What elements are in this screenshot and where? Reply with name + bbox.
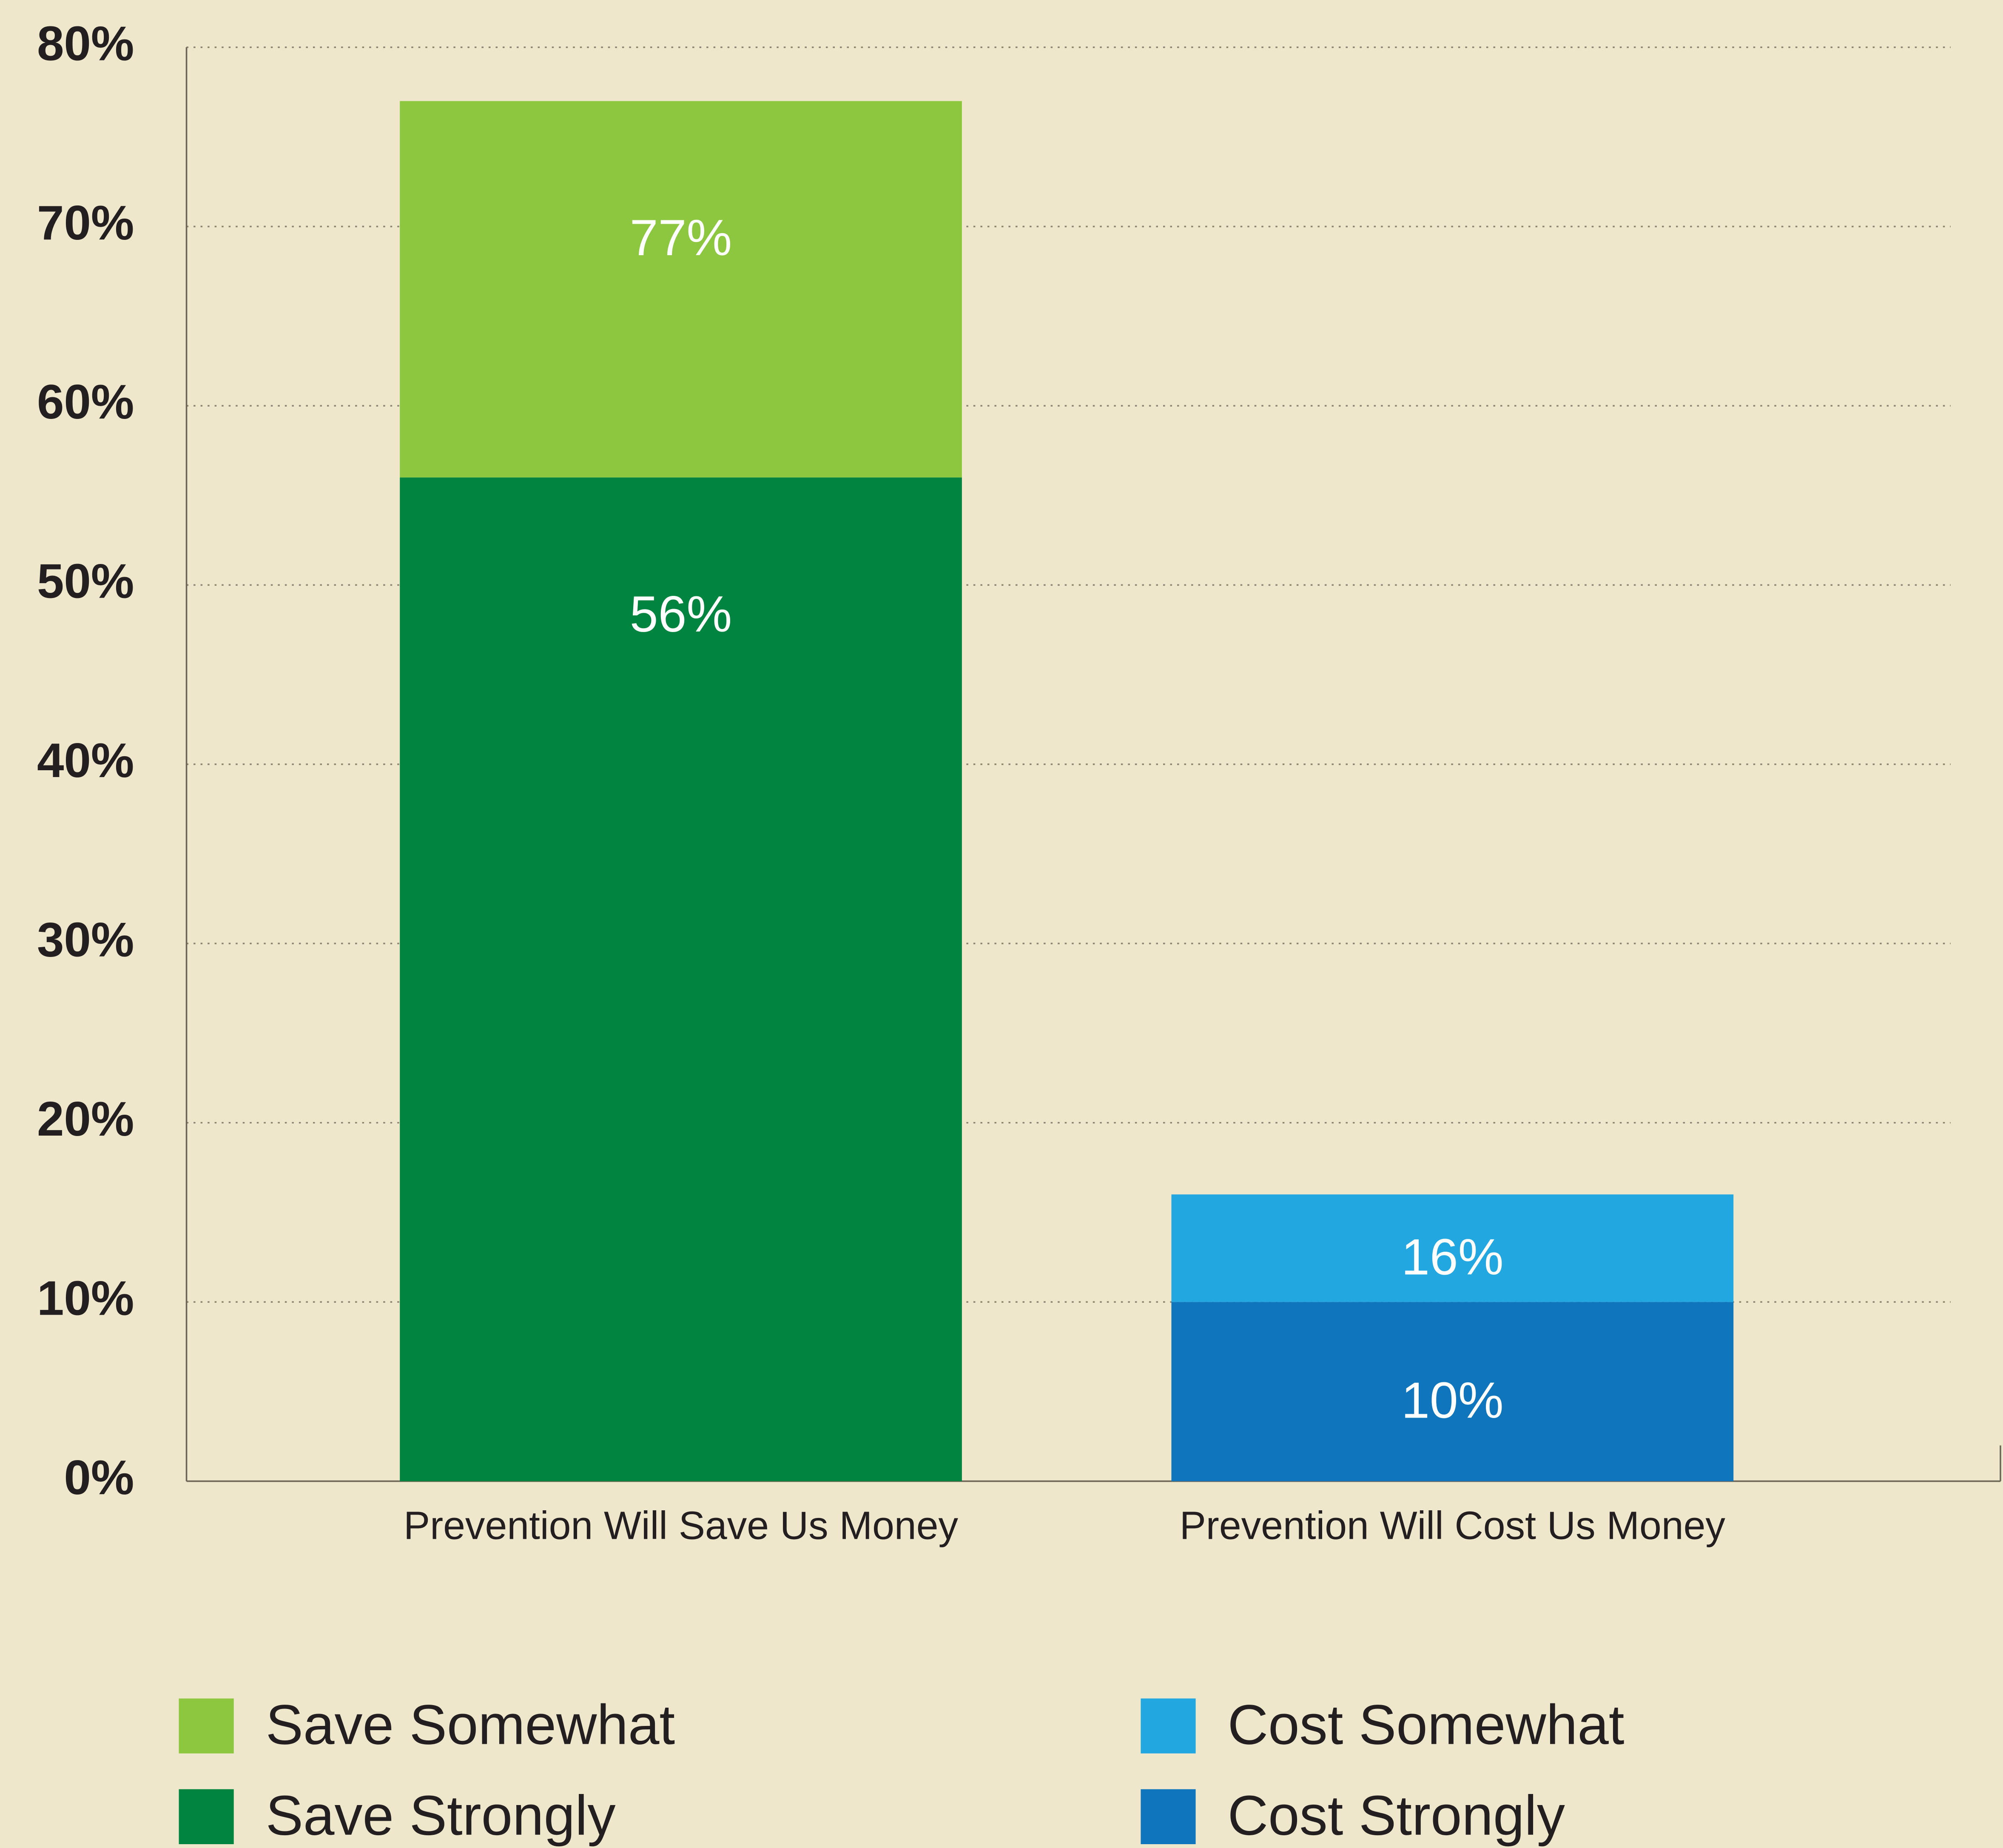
y-tick-label: 0% [64, 1451, 134, 1505]
data-label: 10% [1401, 1372, 1503, 1429]
legend-swatch [179, 1698, 234, 1754]
legend-swatch [1141, 1698, 1196, 1754]
y-tick-label: 60% [37, 375, 134, 429]
legend-label: Save Strongly [266, 1784, 616, 1847]
legend-label: Save Somewhat [266, 1693, 675, 1756]
bar-segment [1171, 1302, 1734, 1481]
bar-segment [1171, 1194, 1734, 1302]
legend-swatch [179, 1789, 234, 1844]
x-tick-label: Prevention Will Cost Us Money [1180, 1503, 1726, 1547]
y-tick-label: 30% [37, 913, 134, 967]
x-tick-label: Prevention Will Save Us Money [404, 1503, 958, 1547]
y-tick-label: 20% [37, 1092, 134, 1146]
legend-label: Cost Somewhat [1228, 1693, 1625, 1756]
bar-segment [400, 101, 962, 478]
total-label: 16% [1401, 1229, 1503, 1286]
total-label: 77% [630, 209, 732, 266]
y-tick-label: 10% [37, 1271, 134, 1325]
bar-segment [400, 477, 962, 1481]
y-tick-label: 40% [37, 734, 134, 788]
legend-label: Cost Strongly [1228, 1784, 1565, 1847]
y-tick-label: 50% [37, 555, 134, 609]
legend-swatch [1141, 1789, 1196, 1844]
y-tick-label: 70% [37, 196, 134, 250]
y-tick-label: 80% [37, 17, 134, 71]
data-label: 56% [630, 586, 732, 643]
